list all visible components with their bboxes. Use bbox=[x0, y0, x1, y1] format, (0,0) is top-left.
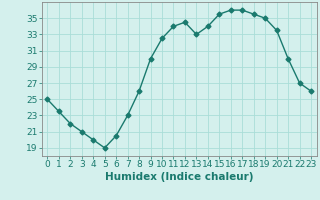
X-axis label: Humidex (Indice chaleur): Humidex (Indice chaleur) bbox=[105, 172, 253, 182]
